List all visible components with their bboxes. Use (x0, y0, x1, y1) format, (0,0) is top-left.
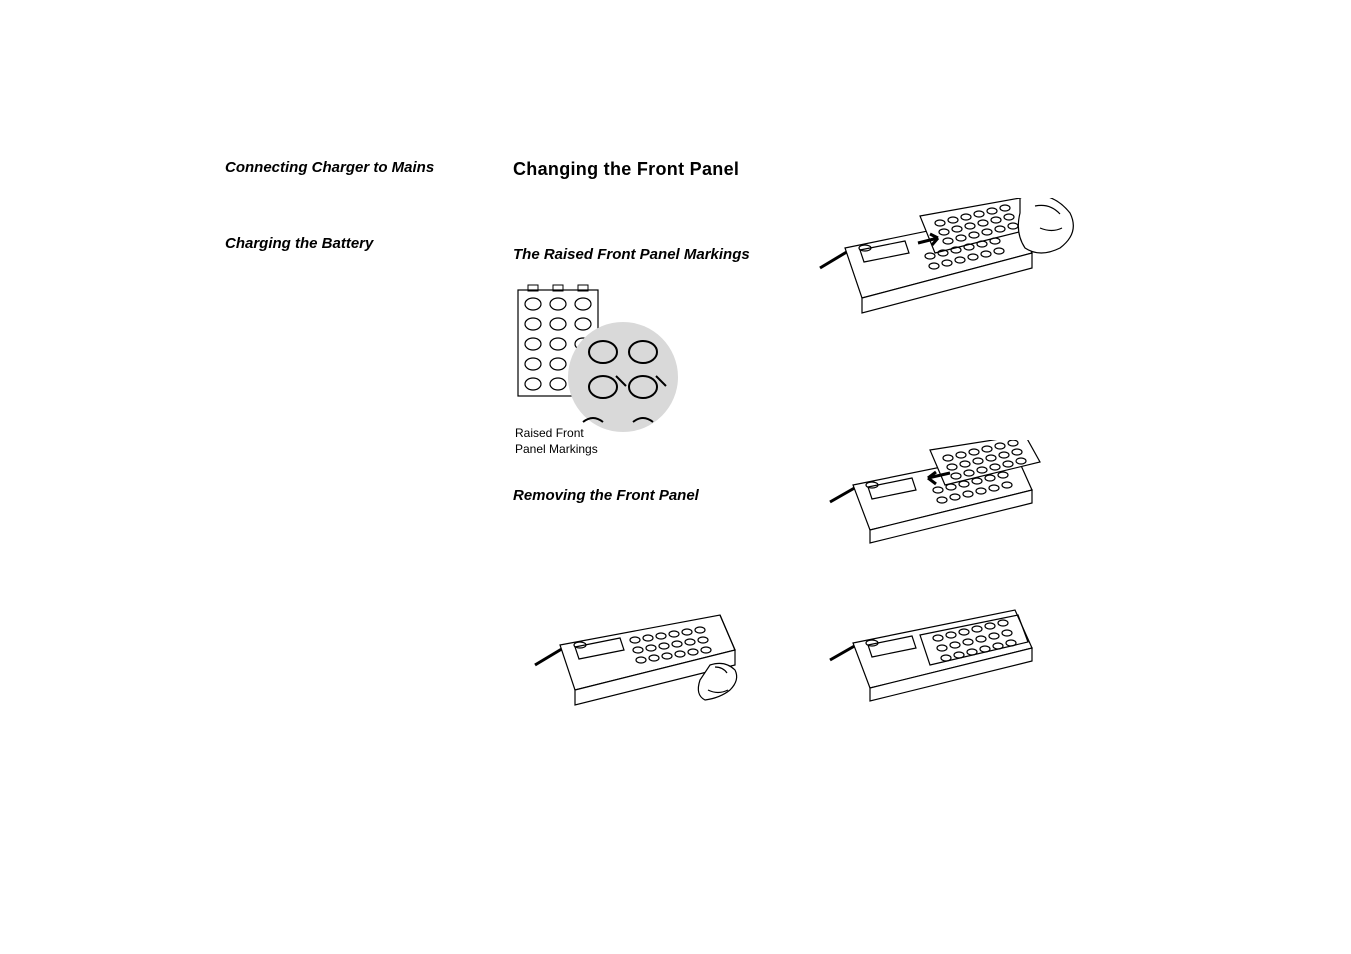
diagram-keypad-markings (513, 282, 693, 442)
heading-removing-front-panel: Removing the Front Panel (513, 487, 699, 504)
caption-panel-markings: Panel Markings (515, 442, 598, 458)
diagram-replace-step1 (810, 198, 1080, 328)
heading-raised-markings: The Raised Front Panel Markings (513, 246, 750, 263)
heading-changing-front-panel: Changing the Front Panel (513, 159, 739, 180)
diagram-replace-step2 (820, 440, 1050, 550)
manual-page: Connecting Charger to Mains Charging the… (0, 0, 1351, 954)
diagram-remove-step1 (520, 595, 750, 735)
diagram-replace-step3 (820, 600, 1040, 710)
heading-connecting-charger: Connecting Charger to Mains (225, 159, 434, 176)
heading-charging-battery: Charging the Battery (225, 235, 373, 252)
caption-raised-front: Raised Front (515, 426, 584, 442)
